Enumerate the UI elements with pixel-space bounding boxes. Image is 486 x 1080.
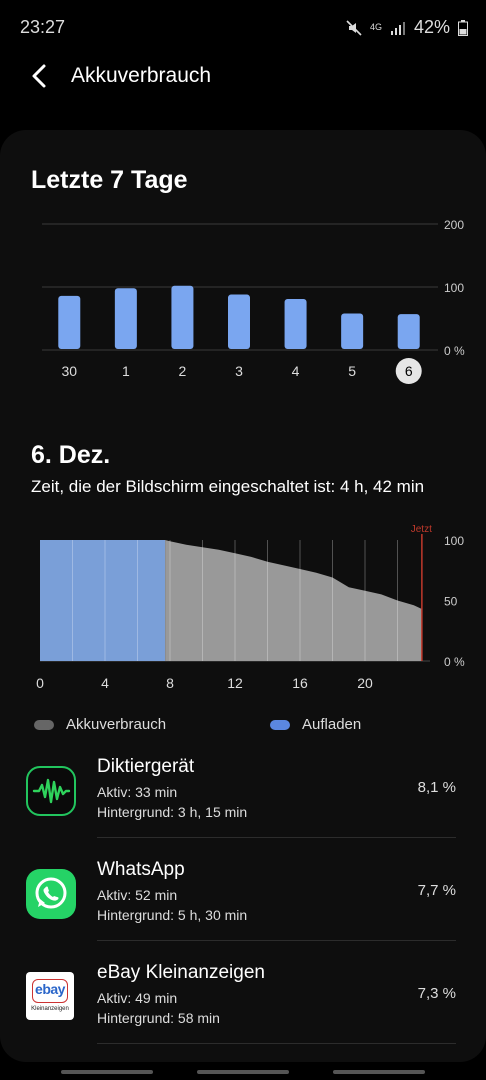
x-tick-label: 16: [292, 675, 308, 691]
x-tick-label: 0: [36, 675, 44, 691]
whatsapp-icon: [26, 869, 76, 919]
legend-charging: Aufladen: [270, 716, 361, 733]
nav-back-button[interactable]: [333, 1070, 425, 1074]
app-active-time: Aktiv: 33 min: [97, 784, 178, 800]
voice-recorder-icon: [26, 766, 76, 816]
usage-area: [165, 540, 422, 661]
y-tick-label: 200: [444, 218, 464, 232]
app-active-time: Aktiv: 49 min: [97, 990, 178, 1006]
app-percent: 8,1 %: [417, 779, 456, 796]
app-name: eBay Kleinanzeigen: [97, 962, 265, 983]
x-tick-label: 12: [227, 675, 243, 691]
y-tick-label: 0 %: [444, 655, 465, 669]
daily-battery-chart: Jetzt 100 50 0 % 0 4 8 12 16 20: [36, 524, 465, 691]
now-label: Jetzt: [411, 524, 432, 535]
app-active-time: Aktiv: 52 min: [97, 887, 178, 903]
divider: [97, 940, 456, 941]
x-tick-label: 4: [101, 675, 109, 691]
screen-time-text: Zeit, die der Bildschirm eingeschaltet i…: [31, 477, 425, 496]
nav-recent-button[interactable]: [61, 1070, 153, 1074]
legend-usage-swatch: [34, 719, 54, 730]
app-background-time: Hintergrund: 58 min: [97, 1010, 220, 1026]
app-name: Diktiergerät: [97, 756, 195, 777]
selected-day-marker: [395, 358, 422, 384]
network-type: 4G: [369, 22, 382, 32]
status-icons: 4G 42%: [346, 17, 468, 38]
x-tick-label: 4: [292, 363, 300, 379]
app-background-time: Hintergrund: 3 h, 15 min: [97, 804, 248, 820]
ebay-kleinanzeigen-icon: ebay Kleinanzeigen: [26, 972, 74, 1020]
app-background-time: Hintergrund: 5 h, 30 min: [97, 907, 248, 923]
bar: [228, 294, 250, 349]
app-bar: Akkuverbrauch: [0, 56, 486, 96]
app-row-ebay-kleinanzeigen[interactable]: ebay Kleinanzeigen eBay Kleinanzeigen Ak…: [0, 958, 486, 1061]
app-row-diktiergeraet[interactable]: Diktiergerät Aktiv: 33 min Hintergrund: …: [0, 752, 486, 855]
signal-icon: [390, 21, 405, 35]
week-title: Letzte 7 Tage: [31, 166, 188, 194]
bar: [58, 295, 81, 349]
weekly-bar-chart: 200 100 0 % 30 1 2 3 4 5 6: [42, 218, 465, 384]
legend-usage: Akkuverbrauch: [34, 716, 166, 733]
status-time: 23:27: [20, 17, 66, 37]
x-tick-label: 20: [357, 675, 373, 691]
y-tick-label: 50: [444, 595, 458, 609]
bar: [171, 285, 194, 349]
battery-percent: 42%: [413, 17, 450, 37]
nav-home-button[interactable]: [197, 1070, 289, 1074]
divider: [97, 837, 456, 838]
chart-legend: Akkuverbrauch Aufladen: [0, 716, 486, 738]
page-title: Akkuverbrauch: [71, 64, 212, 87]
ebay-logo-text: ebay: [35, 981, 65, 997]
divider: [97, 1043, 456, 1044]
ebay-logo-subtext: Kleinanzeigen: [31, 1006, 69, 1012]
legend-charging-label: Aufladen: [302, 716, 362, 733]
x-tick-label: 1: [122, 363, 130, 379]
status-bar: 23:27 4G 42%: [0, 0, 486, 56]
legend-charging-swatch: [270, 719, 290, 730]
app-percent: 7,7 %: [417, 882, 456, 899]
app-percent: 7,3 %: [417, 985, 456, 1002]
battery-icon: [458, 19, 468, 36]
mute-icon: [346, 19, 362, 36]
bar: [114, 288, 137, 349]
y-tick-label: 0 %: [444, 344, 465, 358]
app-name: WhatsApp: [97, 859, 185, 880]
x-tick-label: 30: [61, 363, 77, 379]
navigation-bar: [0, 1066, 486, 1080]
back-arrow-icon[interactable]: [28, 62, 52, 90]
legend-usage-label: Akkuverbrauch: [66, 716, 167, 733]
bar: [341, 313, 364, 349]
x-tick-label: 5: [348, 363, 356, 379]
charging-area: [40, 540, 166, 661]
y-tick-label: 100: [444, 534, 464, 548]
day-title: 6. Dez.: [31, 441, 111, 469]
x-tick-label: 2: [179, 363, 187, 379]
bar: [284, 298, 307, 349]
x-tick-label: 8: [166, 675, 174, 691]
bar: [397, 314, 420, 349]
y-tick-label: 100: [444, 281, 464, 295]
x-tick-label: 3: [235, 363, 243, 379]
x-tick-label: 6: [405, 363, 413, 379]
app-row-whatsapp[interactable]: WhatsApp Aktiv: 52 min Hintergrund: 5 h,…: [0, 855, 486, 958]
